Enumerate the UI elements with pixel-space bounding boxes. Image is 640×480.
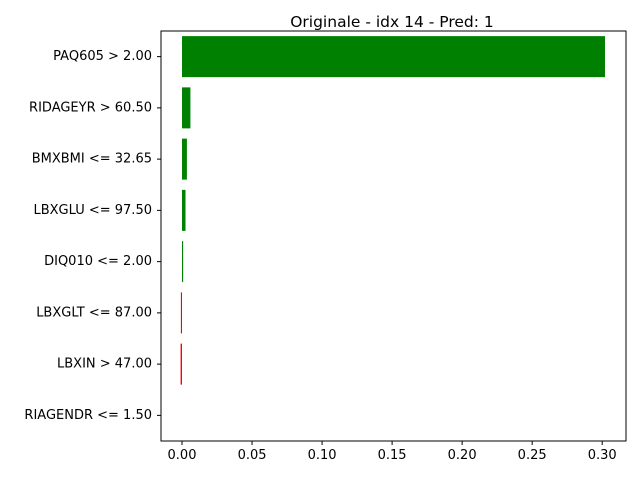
y-tick-label-0: PAQ605 > 2.00 — [53, 49, 152, 64]
y-tick-label-1: RIDAGEYR > 60.50 — [29, 100, 152, 115]
bar-4 — [182, 241, 184, 283]
x-tick-label-5: 0.25 — [518, 448, 547, 463]
bar-3 — [182, 189, 186, 231]
y-tick-label-5: LBXGLT <= 87.00 — [36, 305, 152, 320]
bar-6 — [180, 343, 183, 385]
bar-2 — [182, 138, 187, 180]
x-tick-label-0: 0.00 — [168, 448, 197, 463]
y-tick-label-4: DIQ010 <= 2.00 — [44, 254, 152, 269]
chart-title: Originale - idx 14 - Pred: 1 — [290, 13, 494, 31]
x-tick-label-6: 0.30 — [588, 448, 617, 463]
x-tick-label-4: 0.20 — [448, 448, 477, 463]
y-tick-label-2: BMXBMI <= 32.65 — [32, 152, 152, 167]
bar-1 — [182, 87, 191, 129]
bars-layer — [180, 36, 605, 385]
x-tick-label-3: 0.15 — [378, 448, 407, 463]
y-tick-label-3: LBXGLU <= 97.50 — [33, 203, 152, 218]
plot-frame — [160, 30, 627, 442]
x-tick-label-2: 0.10 — [308, 448, 337, 463]
y-tick-label-7: RIAGENDR <= 1.50 — [24, 408, 152, 423]
bar-5 — [180, 292, 183, 334]
y-axis: PAQ605 > 2.00 RIDAGEYR > 60.50 BMXBMI <= 3… — [24, 49, 161, 423]
x-axis: 0.00 0.05 0.10 0.15 0.20 0.25 0.30 — [168, 441, 617, 463]
y-tick-label-6: LBXIN > 47.00 — [57, 357, 152, 372]
x-tick-label-1: 0.05 — [238, 448, 267, 463]
bar-0 — [182, 36, 605, 78]
